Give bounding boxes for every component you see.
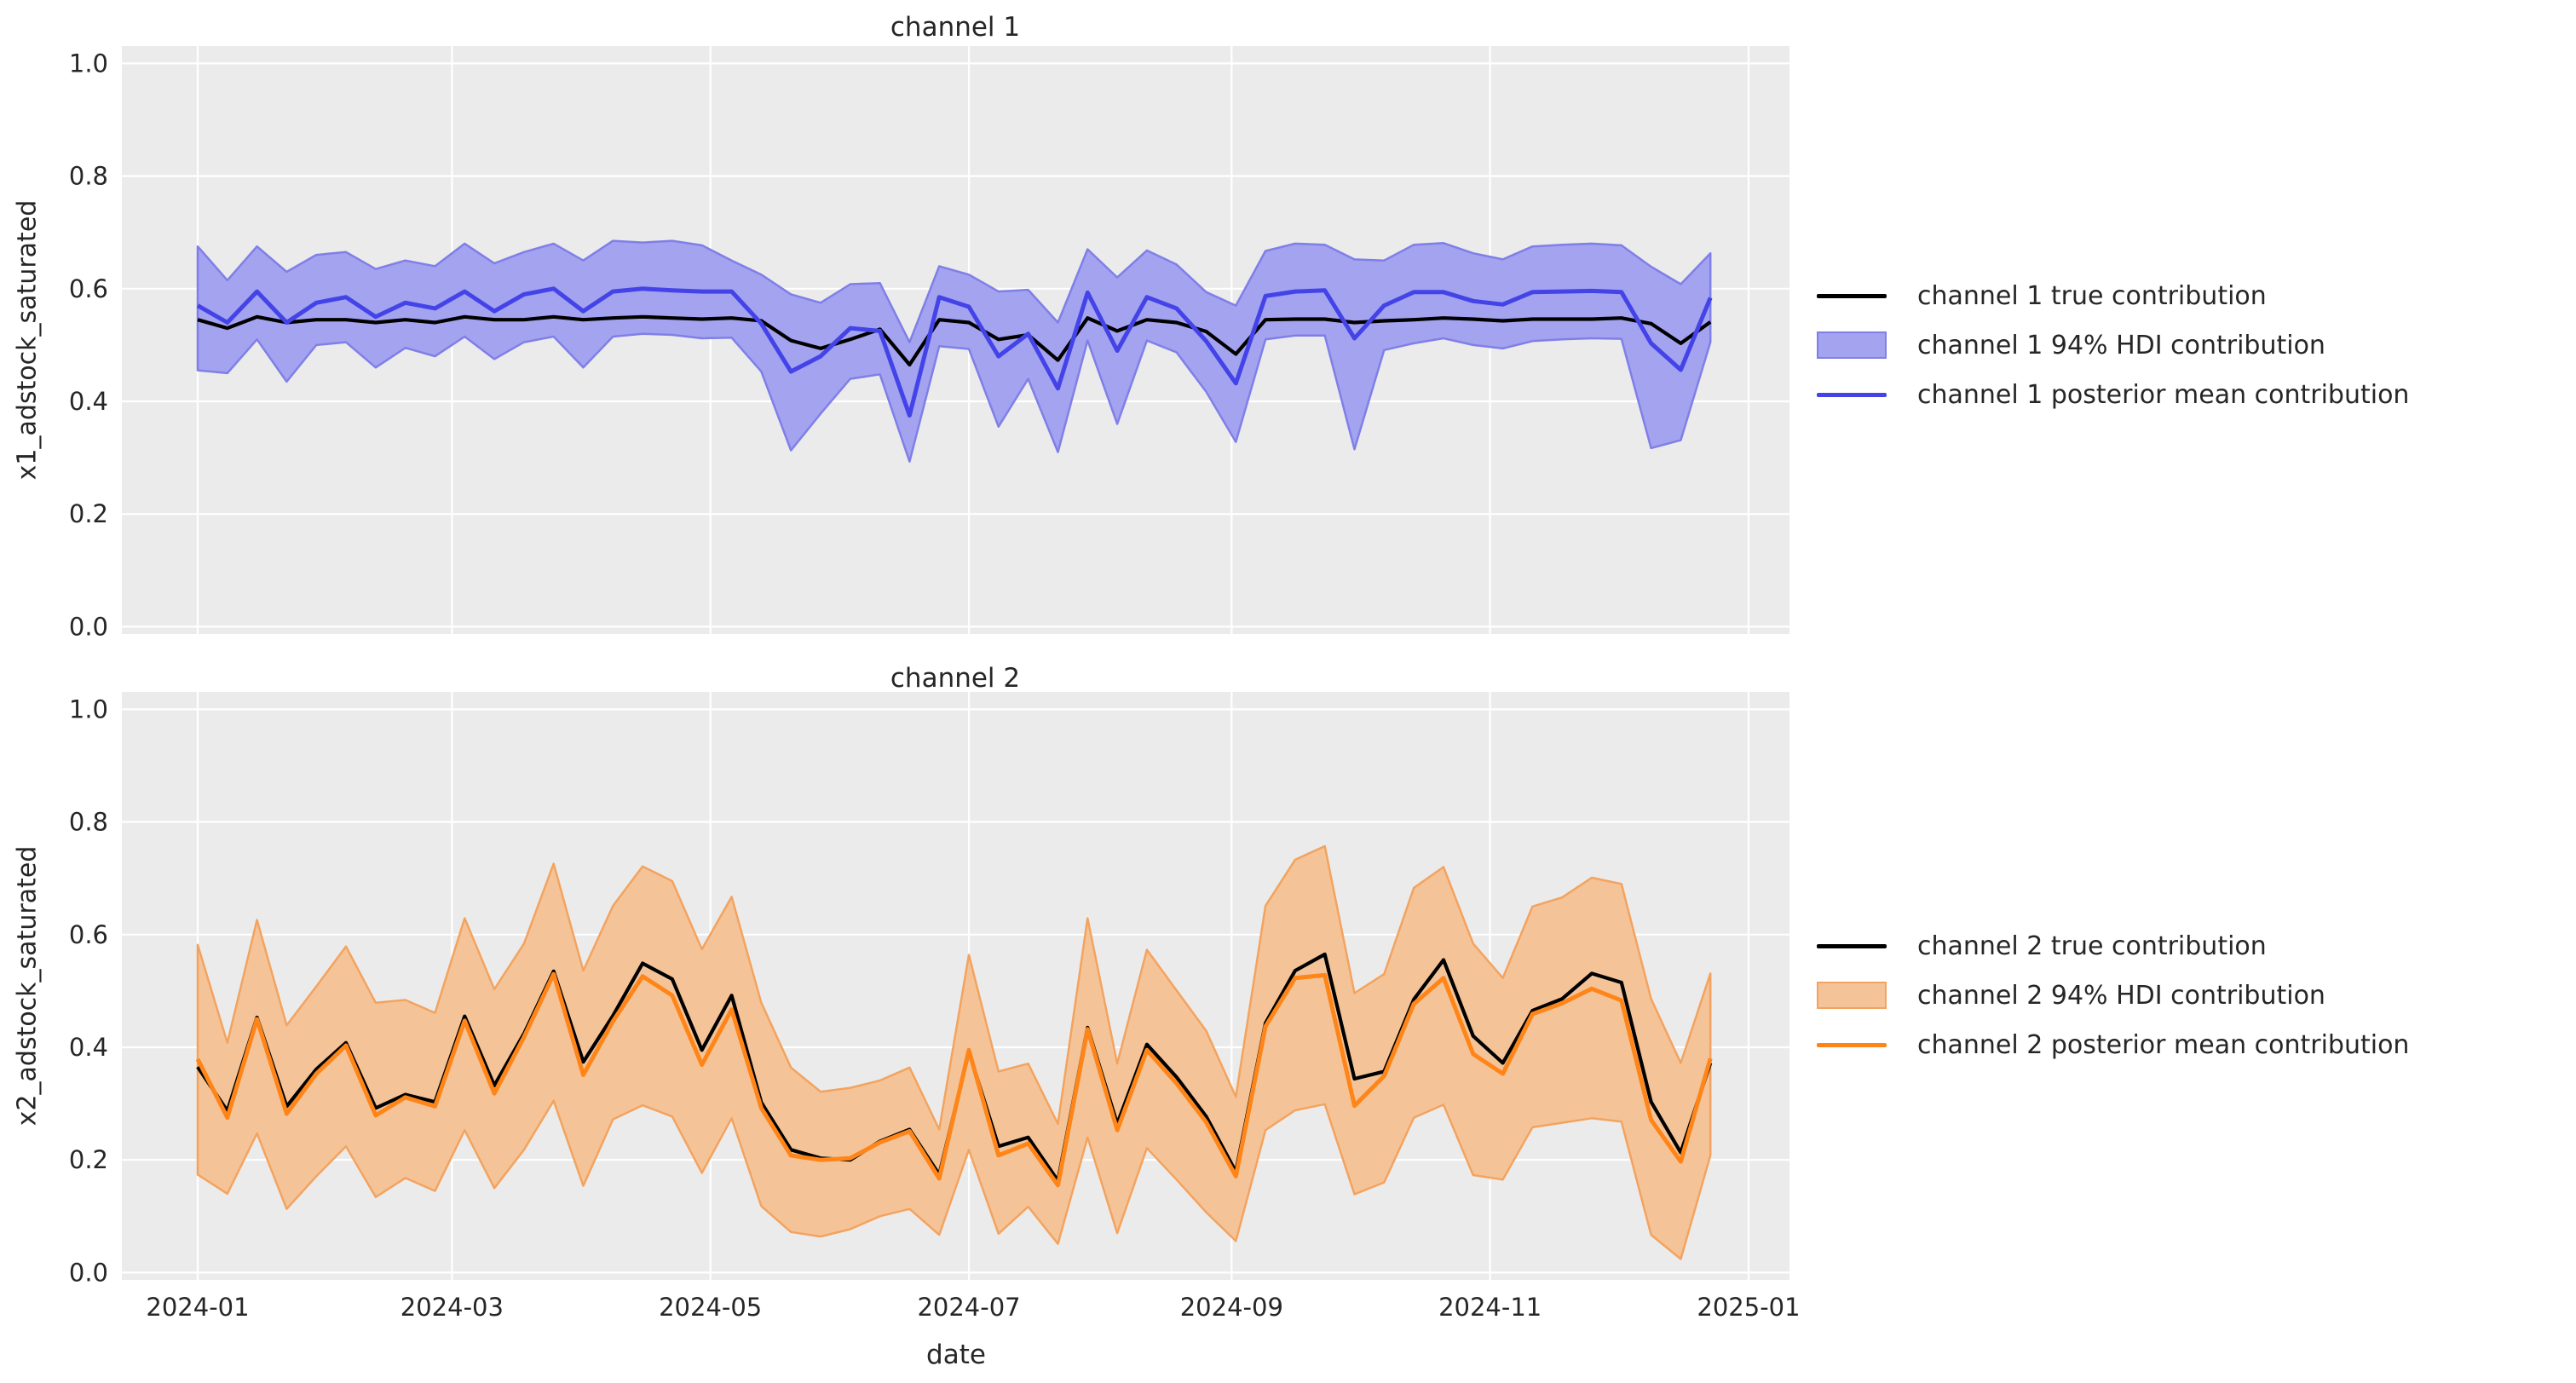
legend-label: channel 1 94% HDI contribution [1917, 330, 2325, 360]
hdi-patch-swatch-icon [1817, 982, 1887, 1009]
legend-item: channel 2 94% HDI contribution [1817, 971, 2409, 1020]
svg-text:0.0: 0.0 [69, 612, 108, 641]
svg-text:2024-01: 2024-01 [146, 1293, 249, 1322]
legend-item: channel 1 94% HDI contribution [1817, 320, 2409, 370]
svg-text:2024-03: 2024-03 [401, 1293, 504, 1322]
svg-text:0.8: 0.8 [69, 808, 108, 837]
chart1-y-axis-label: x1_adstock_saturated [12, 199, 43, 481]
svg-text:0.4: 0.4 [69, 1033, 108, 1062]
svg-text:0.6: 0.6 [69, 274, 108, 303]
true-line-swatch-icon [1817, 943, 1887, 948]
svg-text:2024-05: 2024-05 [659, 1293, 762, 1322]
svg-text:0.0: 0.0 [69, 1258, 108, 1287]
svg-text:0.2: 0.2 [69, 499, 108, 528]
legend-item: channel 2 posterior mean contribution [1817, 1020, 2409, 1069]
chart2-y-axis-label: x2_adstock_saturated [12, 845, 43, 1127]
mean-line-swatch-icon [1817, 1042, 1887, 1047]
legend-label: channel 1 true contribution [1917, 280, 2267, 311]
chart2-legend: channel 2 true contribution channel 2 94… [1817, 921, 2409, 1069]
hdi-patch-swatch-icon [1817, 331, 1887, 359]
legend-label: channel 2 94% HDI contribution [1917, 980, 2325, 1011]
legend-item: channel 2 true contribution [1817, 921, 2409, 971]
svg-text:0.6: 0.6 [69, 920, 108, 949]
svg-text:2024-07: 2024-07 [917, 1293, 1020, 1322]
svg-text:0.4: 0.4 [69, 387, 108, 416]
mean-line-swatch-icon [1817, 392, 1887, 397]
true-line-swatch-icon [1817, 293, 1887, 298]
svg-text:2025-01: 2025-01 [1697, 1293, 1800, 1322]
chart2-title: channel 2 [890, 663, 1021, 694]
chart1-title: channel 1 [890, 12, 1021, 43]
legend-item: channel 1 posterior mean contribution [1817, 370, 2409, 419]
legend-item: channel 1 true contribution [1817, 271, 2409, 320]
svg-text:0.2: 0.2 [69, 1145, 108, 1174]
svg-text:2024-09: 2024-09 [1180, 1293, 1283, 1322]
legend-label: channel 2 posterior mean contribution [1917, 1029, 2410, 1060]
legend-label: channel 1 posterior mean contribution [1917, 379, 2410, 410]
svg-text:2024-11: 2024-11 [1438, 1293, 1542, 1322]
legend-label: channel 2 true contribution [1917, 931, 2267, 961]
x-axis-label: date [926, 1340, 986, 1370]
svg-text:1.0: 1.0 [69, 49, 108, 78]
svg-text:0.8: 0.8 [69, 162, 108, 191]
svg-text:1.0: 1.0 [69, 694, 108, 723]
chart1-legend: channel 1 true contribution channel 1 94… [1817, 271, 2409, 419]
